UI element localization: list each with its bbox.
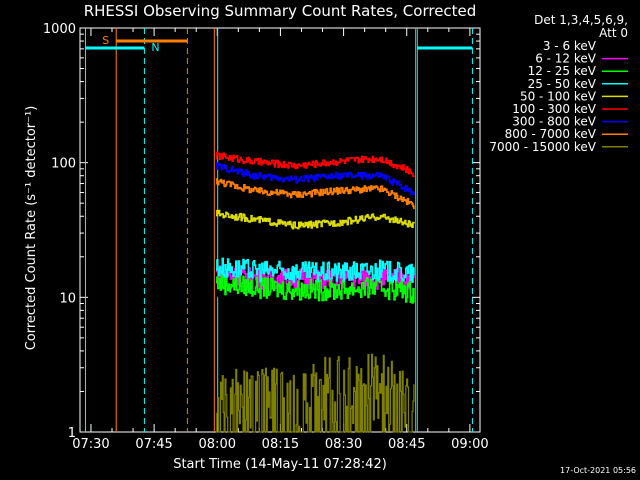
x-tick-label: 07:45 (135, 437, 172, 452)
series-line-7 (216, 178, 415, 210)
x-tick-label: 08:15 (262, 437, 299, 452)
legend-entry-label: 6 - 12 keV (535, 52, 597, 66)
y-tick-label: 1000 (43, 22, 76, 37)
series-line-4 (216, 209, 415, 230)
legend-entry-label: 800 - 7000 keV (505, 127, 597, 141)
flag-label: S (102, 34, 109, 47)
legend-header-line-2: Att 0 (599, 26, 628, 40)
legend-entry-label: 50 - 100 keV (520, 89, 597, 103)
legend-entry-label: 7000 - 15000 keV (489, 140, 596, 154)
legend-header-line-1: Det 1,3,4,5,6,9, (534, 13, 628, 27)
legend-entry-label: 300 - 800 keV (512, 115, 596, 129)
series-line-5 (216, 151, 415, 178)
x-tick-label: 07:30 (72, 437, 109, 452)
series-line-0 (216, 289, 415, 326)
y-tick-label: 100 (51, 157, 76, 172)
plot-area: 1 10 100 1000 07:30 07:45 08:00 08:15 08:30 08:45… (43, 22, 489, 452)
series-line-3 (216, 257, 415, 283)
x-tick-label: 08:30 (325, 437, 362, 452)
x-tick-label: 08:00 (199, 437, 236, 452)
x-tick-label: 09:00 (451, 437, 488, 452)
y-tick-label: 10 (59, 291, 76, 306)
legend-entry-label: 12 - 25 keV (528, 64, 597, 78)
series-line-2 (216, 274, 415, 304)
y-tick-label: 1 (68, 426, 76, 441)
y-axis-label: Corrected Count Rate (s⁻¹ detector⁻¹) (24, 106, 39, 351)
series-line-8 (216, 353, 415, 433)
x-axis-label: Start Time (14-May-11 07:28:42) (173, 457, 387, 472)
legend-entry-label: 25 - 50 keV (528, 77, 597, 91)
flag-label: N (151, 41, 159, 54)
legend-entry-label: 3 - 6 keV (543, 39, 597, 53)
chart-title: RHESSI Observing Summary Count Rates, Co… (84, 2, 477, 20)
footer-timestamp: 17-Oct-2021 05:56 (560, 466, 636, 475)
series-line-6 (216, 161, 415, 196)
x-tick-label: 08:45 (388, 437, 425, 452)
legend-entry-label: 100 - 300 keV (512, 102, 596, 116)
